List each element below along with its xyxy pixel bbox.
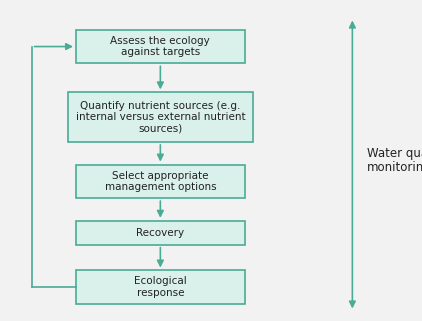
FancyBboxPatch shape (76, 165, 245, 198)
Text: Select appropriate
management options: Select appropriate management options (105, 170, 216, 192)
Text: Ecological
response: Ecological response (134, 276, 187, 298)
Text: Quantify nutrient sources (e.g.
internal versus external nutrient
sources): Quantify nutrient sources (e.g. internal… (76, 100, 245, 134)
Text: Recovery: Recovery (136, 228, 184, 238)
Text: Water quality
monitoring: Water quality monitoring (367, 146, 422, 175)
FancyBboxPatch shape (76, 270, 245, 304)
FancyBboxPatch shape (68, 92, 253, 142)
FancyBboxPatch shape (76, 221, 245, 245)
FancyBboxPatch shape (76, 30, 245, 64)
Text: Assess the ecology
against targets: Assess the ecology against targets (111, 36, 210, 57)
